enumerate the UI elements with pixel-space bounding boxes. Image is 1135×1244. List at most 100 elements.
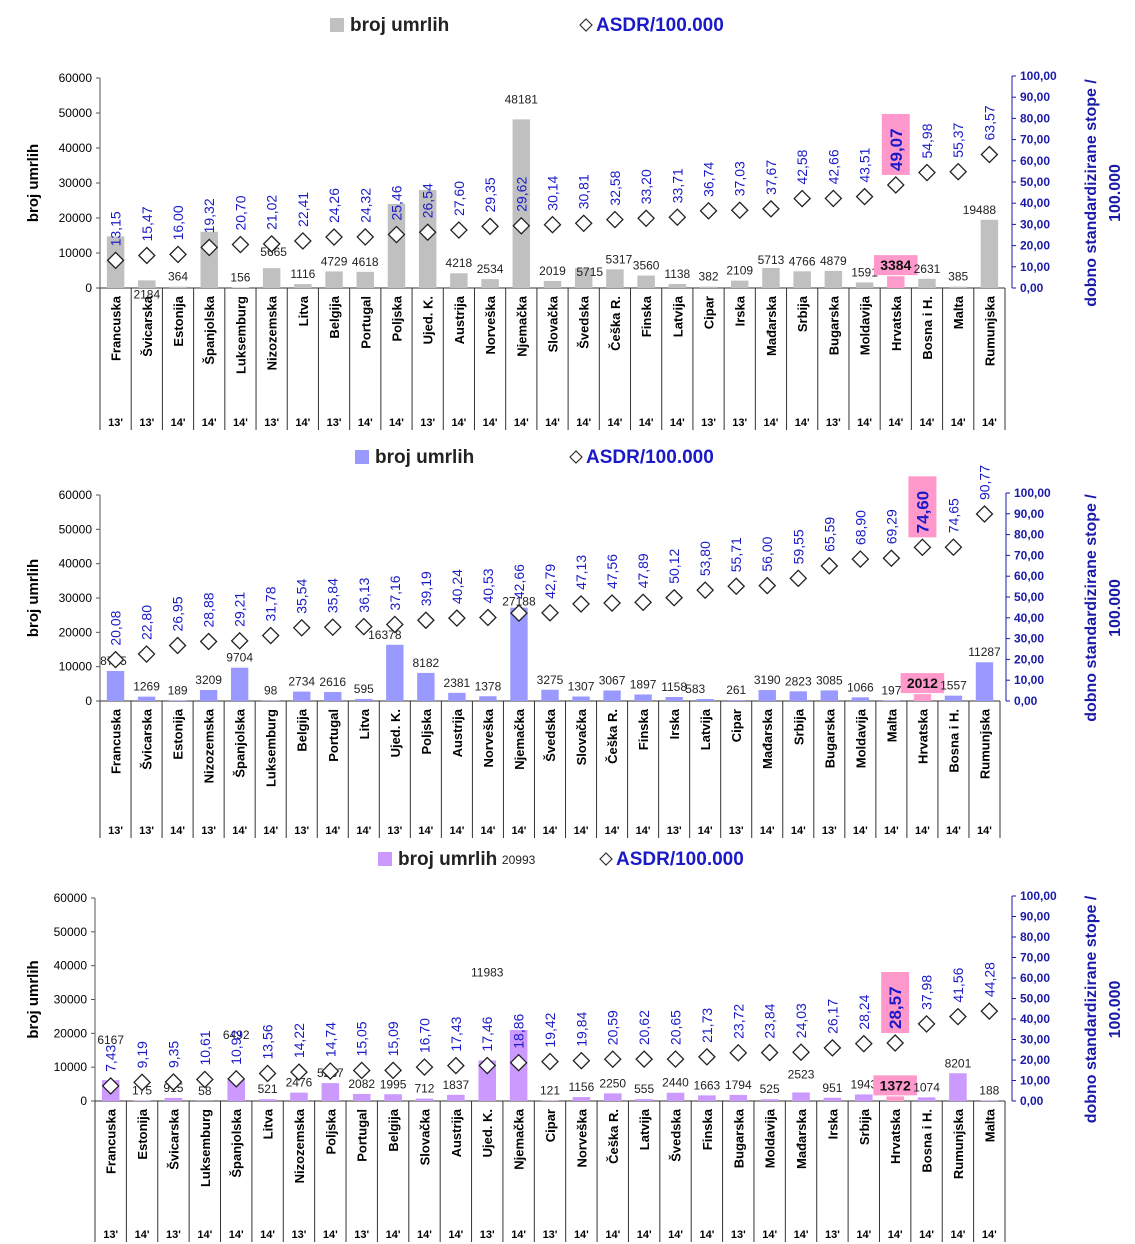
year-label: 14' bbox=[915, 825, 930, 837]
category-label: Luksemburg bbox=[198, 1109, 213, 1187]
asdr-label: 15,47 bbox=[139, 206, 155, 241]
y-right-tick-label: 20,00 bbox=[1020, 239, 1050, 253]
asdr-marker-7 bbox=[290, 1063, 308, 1082]
bar-8 bbox=[325, 271, 343, 288]
asdr-label: 26,54 bbox=[420, 183, 436, 218]
bar-19 bbox=[668, 284, 687, 288]
category-label: Hrvatska bbox=[889, 295, 904, 351]
year-label: 13' bbox=[543, 1229, 558, 1241]
category-label: Bosna i H. bbox=[920, 296, 935, 360]
asdr-marker-11 bbox=[415, 1058, 434, 1077]
y-axis-left: 0 10000 20000 30000 40000 50000 60000 broj umrl… bbox=[25, 891, 96, 1108]
year-label: 14' bbox=[545, 417, 560, 429]
year-label: 14' bbox=[449, 825, 464, 837]
asdr-label: 35,84 bbox=[325, 578, 341, 613]
count-label: 3209 bbox=[195, 673, 222, 687]
bar-15 bbox=[541, 689, 559, 701]
asdr-marker-15 bbox=[543, 215, 562, 234]
count-label: 6492 bbox=[223, 1028, 250, 1042]
category-label: Srbija bbox=[857, 1108, 872, 1145]
asdr-marker-17 bbox=[605, 210, 624, 229]
asdr-label: 18,86 bbox=[511, 1013, 527, 1048]
count-label: 189 bbox=[168, 683, 188, 697]
category-label: Belgija bbox=[327, 295, 342, 338]
y-left-tick-label: 30000 bbox=[59, 176, 93, 190]
y-left-tick-label: 10000 bbox=[59, 246, 93, 260]
category-label: Nizozemska bbox=[292, 1108, 307, 1183]
bar-17 bbox=[603, 690, 621, 701]
bar-24 bbox=[823, 1097, 842, 1101]
year-label: 13' bbox=[294, 825, 309, 837]
legend-asdr-label: ASDR/100.000 bbox=[596, 15, 724, 36]
bar-23 bbox=[793, 271, 811, 288]
category-label: Rumunjska bbox=[982, 295, 997, 366]
year-label: 14' bbox=[636, 825, 651, 837]
count-label: 3275 bbox=[537, 673, 564, 687]
y-right-tick-label: 40,00 bbox=[1014, 611, 1044, 625]
count-label: 5713 bbox=[758, 253, 785, 267]
y-axis-left: 0 10000 20000 30000 40000 50000 60000 broj umrl… bbox=[25, 71, 101, 295]
asdr-label: 40,24 bbox=[449, 569, 465, 604]
bar-9 bbox=[356, 271, 374, 288]
year-label: 14' bbox=[791, 825, 806, 837]
category-label: Poljska bbox=[419, 708, 434, 754]
legend-bar-swatch bbox=[378, 852, 392, 866]
y-right-tick-label: 10,00 bbox=[1020, 260, 1050, 274]
category-label: Moldavija bbox=[858, 295, 873, 355]
asdr-label: 16,70 bbox=[416, 1018, 432, 1053]
category-label: Finska bbox=[639, 295, 654, 337]
asdr-marker-21 bbox=[730, 201, 749, 220]
bar-8 bbox=[324, 692, 342, 701]
category-label: Hrvatska bbox=[888, 1108, 903, 1164]
category-label: Cipar bbox=[543, 1109, 558, 1142]
asdr-marker-10 bbox=[387, 225, 406, 244]
asdr-marker-20 bbox=[699, 201, 718, 220]
asdr-label: 59,55 bbox=[790, 529, 806, 564]
category-label: Belgija bbox=[295, 708, 310, 751]
asdr-label: 69,29 bbox=[883, 509, 899, 544]
year-label: 14' bbox=[170, 825, 185, 837]
y-right-tick-label: 100,00 bbox=[1014, 486, 1051, 500]
count-label: 48181 bbox=[505, 92, 539, 106]
asdr-label: 55,71 bbox=[728, 537, 744, 572]
asdr-label-highlight: 28,57 bbox=[886, 986, 905, 1029]
asdr-marker-19 bbox=[668, 208, 687, 227]
year-label: 14' bbox=[919, 1229, 934, 1241]
bar-28 bbox=[949, 1073, 967, 1101]
category-label: Francuska bbox=[104, 1108, 119, 1174]
year-label: 14' bbox=[951, 417, 966, 429]
y-right-tick-label: 40,00 bbox=[1020, 1012, 1050, 1026]
legend-bars-label: broj umrlih bbox=[350, 15, 449, 36]
bar-20 bbox=[698, 1095, 716, 1101]
category-label: Litva bbox=[357, 708, 372, 739]
asdr-label-highlight: 49,07 bbox=[887, 128, 906, 171]
asdr-marker-25 bbox=[854, 1034, 873, 1053]
bar-13 bbox=[479, 696, 497, 701]
category-label: Poljska bbox=[323, 1108, 338, 1154]
asdr-marker-29 bbox=[980, 1002, 999, 1021]
asdr-label: 29,35 bbox=[482, 177, 498, 212]
asdr-marker-3 bbox=[169, 245, 187, 264]
category-label: Austrija bbox=[450, 708, 465, 757]
year-label: 14' bbox=[197, 1229, 212, 1241]
category-label: Belgija bbox=[386, 1108, 401, 1151]
year-label: 14' bbox=[699, 1229, 714, 1241]
category-label: Austrija bbox=[449, 1108, 464, 1157]
bar-11 bbox=[415, 1098, 434, 1101]
bar-28 bbox=[944, 695, 963, 701]
category-label: Njemačka bbox=[514, 295, 529, 356]
asdr-label: 21,02 bbox=[264, 195, 280, 230]
category-label: Malta bbox=[951, 295, 966, 329]
year-label: 14' bbox=[451, 417, 466, 429]
count-label: 1591 bbox=[851, 265, 878, 279]
asdr-label: 42,66 bbox=[511, 564, 527, 599]
category-label: Švicarska bbox=[166, 1108, 181, 1169]
category-label: Latvija bbox=[637, 1108, 652, 1150]
asdr-marker-13 bbox=[481, 217, 500, 236]
year-label: 13' bbox=[108, 825, 123, 837]
bar-10 bbox=[386, 644, 404, 701]
y-left-tick-label: 30000 bbox=[54, 993, 88, 1007]
count-label: 3560 bbox=[633, 259, 660, 273]
category-label: Luksemburg bbox=[264, 709, 279, 787]
